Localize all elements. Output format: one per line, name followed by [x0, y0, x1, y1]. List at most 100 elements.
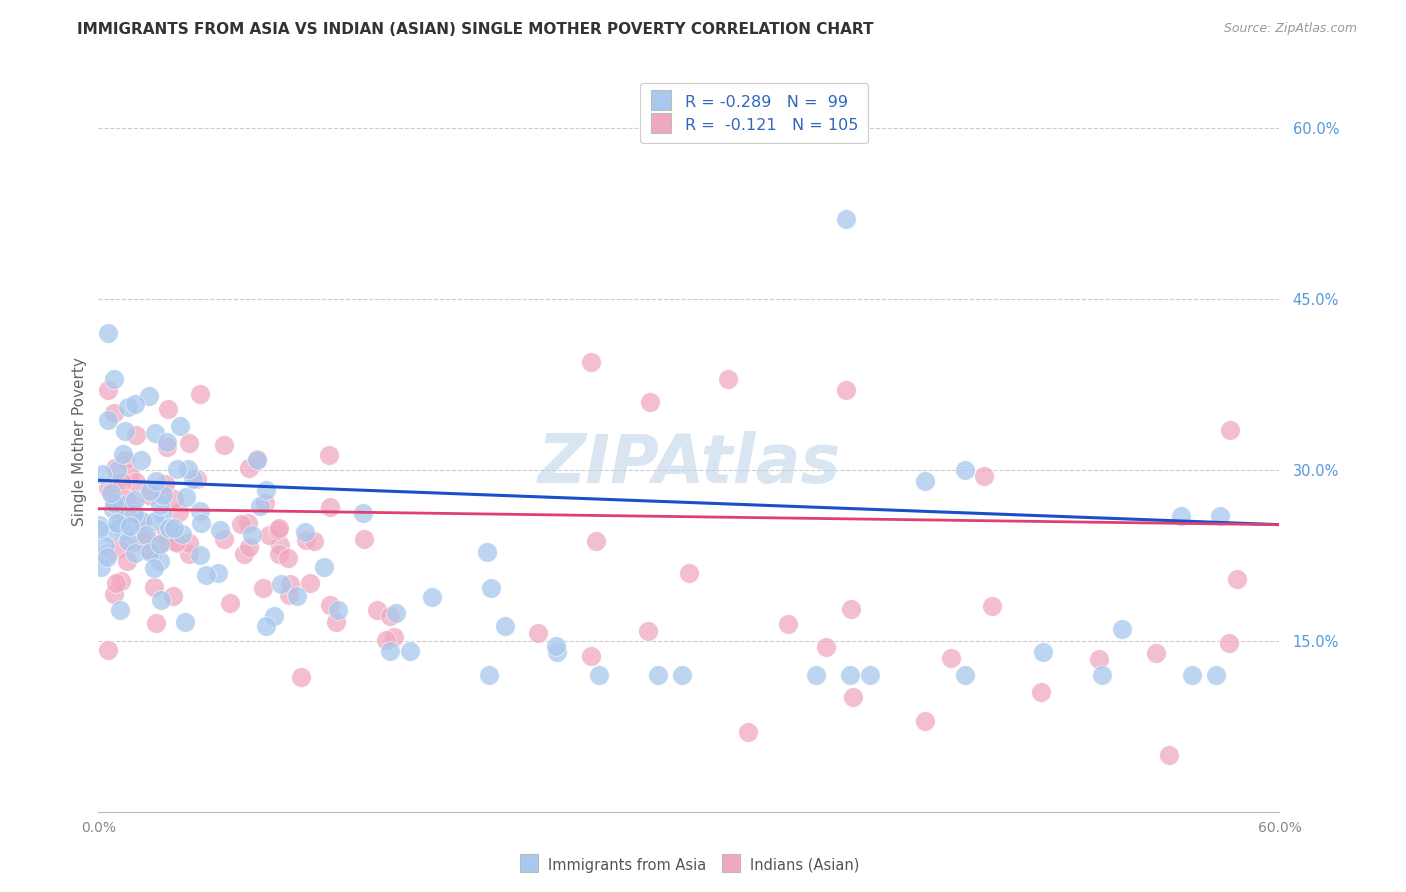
Point [108, 603, 131, 617]
Point [1088, 652, 1111, 666]
Point [246, 451, 269, 466]
Point [277, 551, 299, 566]
Point [177, 547, 200, 561]
Point [110, 500, 132, 515]
Point [100, 485, 122, 500]
Point [1111, 623, 1133, 637]
Point [107, 541, 129, 555]
Point [238, 541, 260, 555]
Point [804, 668, 827, 682]
Point [156, 440, 179, 454]
Point [129, 453, 152, 467]
Point [143, 514, 166, 528]
Text: IMMIGRANTS FROM ASIA VS INDIAN (ASIAN) SINGLE MOTHER POVERTY CORRELATION CHART: IMMIGRANTS FROM ASIA VS INDIAN (ASIAN) S… [77, 22, 875, 37]
Point [295, 533, 318, 548]
Point [838, 668, 860, 682]
Point [115, 491, 138, 506]
Point [588, 668, 610, 682]
Point [96, 549, 118, 564]
Point [94, 539, 117, 553]
Point [149, 498, 172, 512]
Point [352, 507, 374, 521]
Point [207, 566, 229, 581]
Point [1090, 668, 1112, 682]
Point [124, 397, 146, 411]
Point [953, 668, 976, 682]
Point [678, 566, 700, 581]
Point [254, 495, 277, 509]
Point [118, 519, 141, 533]
Point [385, 606, 408, 620]
Point [278, 588, 301, 602]
Point [859, 668, 882, 682]
Point [103, 372, 125, 386]
Point [420, 590, 443, 604]
Point [240, 528, 263, 542]
Point [378, 644, 401, 658]
Point [1029, 685, 1052, 699]
Point [107, 516, 129, 530]
Point [384, 630, 406, 644]
Point [114, 424, 136, 438]
Point [953, 463, 976, 477]
Point [298, 576, 321, 591]
Point [103, 496, 125, 510]
Point [814, 640, 837, 654]
Point [117, 400, 139, 414]
Point [117, 533, 139, 548]
Point [111, 498, 134, 512]
Point [114, 524, 136, 538]
Point [91, 467, 114, 481]
Point [120, 495, 142, 509]
Point [1219, 423, 1241, 437]
Point [1170, 508, 1192, 523]
Point [208, 523, 231, 537]
Point [914, 714, 936, 728]
Point [143, 426, 166, 441]
Point [149, 553, 172, 567]
Point [150, 593, 173, 607]
Point [212, 438, 235, 452]
Point [101, 488, 124, 502]
Point [1181, 668, 1204, 682]
Point [266, 523, 288, 537]
Point [176, 462, 198, 476]
Point [478, 668, 501, 682]
Point [134, 531, 156, 545]
Point [111, 447, 134, 461]
Point [155, 525, 177, 540]
Point [219, 596, 242, 610]
Point [1205, 668, 1227, 682]
Point [581, 648, 603, 663]
Point [97, 326, 120, 341]
Point [132, 534, 155, 549]
Point [546, 639, 568, 653]
Point [1218, 636, 1240, 650]
Point [149, 484, 172, 499]
Point [637, 624, 659, 638]
Point [143, 561, 166, 575]
Point [142, 544, 165, 558]
Point [139, 483, 162, 498]
Point [105, 463, 128, 477]
Point [162, 590, 184, 604]
Point [325, 615, 347, 629]
Point [270, 577, 292, 591]
Point [835, 384, 858, 398]
Point [254, 483, 277, 497]
Point [152, 535, 174, 549]
Point [246, 453, 269, 467]
Point [145, 615, 167, 630]
Point [1209, 508, 1232, 523]
Point [475, 545, 498, 559]
Point [254, 619, 277, 633]
Point [186, 472, 208, 486]
Point [231, 516, 253, 531]
Point [671, 668, 693, 682]
Point [717, 372, 740, 386]
Point [103, 502, 125, 516]
Point [111, 521, 134, 535]
Point [174, 490, 197, 504]
Point [236, 516, 259, 530]
Point [125, 428, 148, 442]
